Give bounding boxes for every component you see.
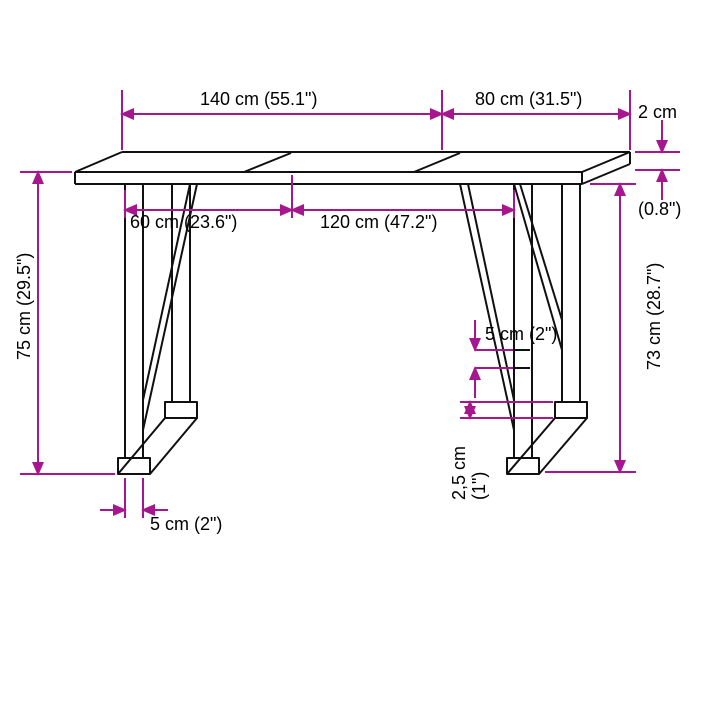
dim-footwidth-label: 5 cm (2")	[150, 514, 222, 534]
leg-tube-detail	[514, 350, 530, 368]
dim-width-label: 140 cm (55.1")	[200, 89, 317, 109]
dim-legheight-label: 73 cm (28.7")	[644, 263, 664, 370]
table-drawing	[75, 152, 630, 474]
dim-innerwidth-label: 120 cm (47.2")	[320, 212, 437, 232]
dim-footthick-1: 2,5 cm	[449, 446, 469, 500]
dim-topthick-1: 2 cm	[638, 102, 677, 122]
dim-topthick-2: (0.8")	[638, 199, 681, 219]
dim-innerdepth-label: 60 cm (23.6")	[130, 212, 237, 232]
dim-footthick-2: (1")	[469, 472, 489, 500]
dim-height-label: 75 cm (29.5")	[14, 253, 34, 360]
dim-depth-label: 80 cm (31.5")	[475, 89, 582, 109]
dim-legtube-label: 5 cm (2")	[485, 324, 557, 344]
